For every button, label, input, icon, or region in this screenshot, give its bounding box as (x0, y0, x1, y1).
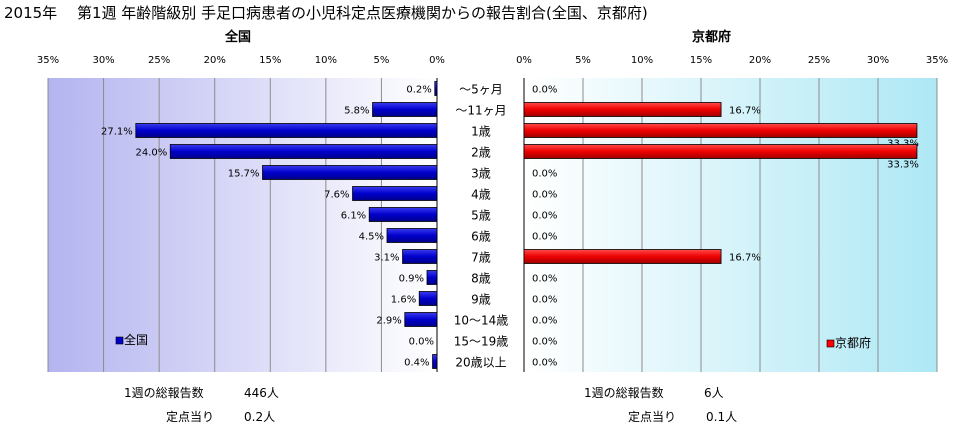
right-bar (523, 144, 918, 159)
kyoto-total-row: 1週の総報告数 6人 (584, 384, 724, 401)
category-label: 20歳以上 (455, 356, 506, 370)
left-tick-label: 10% (315, 55, 337, 66)
right-data-label: 0.0% (532, 274, 557, 285)
right-data-label: 33.3% (887, 160, 919, 171)
category-label: 3歳 (471, 167, 491, 181)
right-data-label: 0.0% (532, 316, 557, 327)
left-data-label: 4.5% (359, 232, 384, 243)
national-per-row: 定点当り 0.2人 (166, 408, 275, 425)
national-total-row: 1週の総報告数 446人 (124, 384, 279, 401)
right-data-label: 0.0% (532, 337, 557, 348)
right-data-label: 0.0% (532, 169, 557, 180)
left-data-label: 7.6% (324, 190, 349, 201)
right-legend-label: 京都府 (835, 335, 871, 350)
right-tick-label: 5% (575, 55, 591, 66)
left-bar (404, 312, 438, 327)
right-tick-label: 10% (631, 55, 653, 66)
right-data-label: 0.0% (532, 190, 557, 201)
left-bar (169, 144, 438, 159)
left-legend-label: 全国 (124, 332, 148, 347)
right-tick-label: 25% (808, 55, 830, 66)
left-legend-swatch (115, 336, 124, 345)
right-data-label: 0.0% (532, 211, 557, 222)
left-data-label: 27.1% (101, 127, 133, 138)
left-bar (372, 102, 438, 117)
kyoto-per-row: 定点当り 0.1人 (628, 408, 737, 425)
left-tick-label: 5% (373, 55, 389, 66)
right-bar (523, 102, 722, 117)
left-bar (426, 270, 438, 285)
right-tick-label: 15% (690, 55, 712, 66)
category-label: 2歳 (471, 146, 491, 160)
left-bar (135, 123, 438, 138)
left-tick-label: 25% (148, 55, 170, 66)
kyoto-total-value: 6人 (704, 386, 724, 400)
right-tick-label: 30% (867, 55, 889, 66)
left-data-label: 24.0% (135, 148, 167, 159)
left-data-label: 0.2% (406, 85, 431, 96)
left-tick-label: 35% (37, 55, 59, 66)
national-total-label: 1週の総報告数 (124, 386, 204, 400)
category-label: 1歳 (471, 125, 491, 139)
left-bar (402, 249, 438, 264)
left-tick-label: 30% (92, 55, 114, 66)
left-plot-area (48, 78, 437, 372)
right-data-label: 16.7% (729, 253, 761, 264)
left-tick-label: 0% (429, 55, 445, 66)
left-data-label: 1.6% (391, 295, 416, 306)
left-data-label: 3.1% (374, 253, 399, 264)
left-bar (432, 354, 438, 369)
right-tick-label: 0% (516, 55, 532, 66)
left-bar (434, 81, 438, 96)
category-label: 8歳 (471, 272, 491, 286)
category-label: 10～14歳 (454, 314, 509, 328)
category-label: 9歳 (471, 293, 491, 307)
national-total-value: 446人 (244, 386, 279, 400)
category-label: 7歳 (471, 251, 491, 265)
right-data-label: 0.0% (532, 85, 557, 96)
left-bar (386, 228, 438, 243)
category-label: 4歳 (471, 188, 491, 202)
left-bar (262, 165, 438, 180)
left-tick-label: 20% (204, 55, 226, 66)
right-data-label: 0.0% (532, 295, 557, 306)
left-bar (368, 207, 438, 222)
category-label: ～11ヶ月 (455, 104, 506, 118)
left-bar (352, 186, 438, 201)
right-legend: 京都府 (826, 335, 871, 350)
right-chart-title: 京都府 (692, 30, 732, 45)
left-data-label: 2.9% (376, 316, 401, 327)
category-label: 15～19歳 (454, 335, 509, 349)
category-label: 6歳 (471, 230, 491, 244)
left-chart-title: 全国 (225, 30, 252, 45)
right-tick-label: 35% (926, 55, 948, 66)
kyoto-per-label: 定点当り (628, 410, 677, 424)
left-data-label: 6.1% (341, 211, 366, 222)
left-legend: 全国 (115, 332, 148, 347)
national-per-value: 0.2人 (244, 410, 276, 424)
left-data-label: 0.4% (404, 358, 429, 369)
kyoto-per-value: 0.1人 (706, 410, 738, 424)
left-data-label: 0.9% (399, 274, 424, 285)
right-bar (523, 249, 722, 264)
right-plot-area (524, 78, 937, 372)
chart-canvas: 0% 5% 10% 15% 20% 25% 30% 35% 0.2% 5.8% 27.1%24.0%… (37, 55, 948, 372)
right-tick-label: 20% (749, 55, 771, 66)
right-data-label: 0.0% (532, 232, 557, 243)
left-data-label: 15.7% (228, 169, 260, 180)
category-label: 5歳 (471, 209, 491, 223)
right-legend-swatch (826, 339, 835, 348)
kyoto-total-label: 1週の総報告数 (584, 386, 664, 400)
right-data-label: 16.7% (729, 106, 761, 117)
left-data-label: 5.8% (344, 106, 369, 117)
chart-main-title: 2015年 第1週 年齢階級別 手足口病患者の小児科定点医療機関からの報告割合(… (4, 4, 648, 22)
left-tick-label: 15% (259, 55, 281, 66)
left-bar (418, 291, 438, 306)
right-data-label: 33.3% (887, 139, 919, 150)
national-per-label: 定点当り (166, 410, 215, 424)
right-data-label: 0.0% (532, 358, 557, 369)
category-label: ～5ヶ月 (459, 83, 503, 97)
left-data-label: 0.0% (409, 337, 434, 348)
right-bar (523, 123, 918, 138)
